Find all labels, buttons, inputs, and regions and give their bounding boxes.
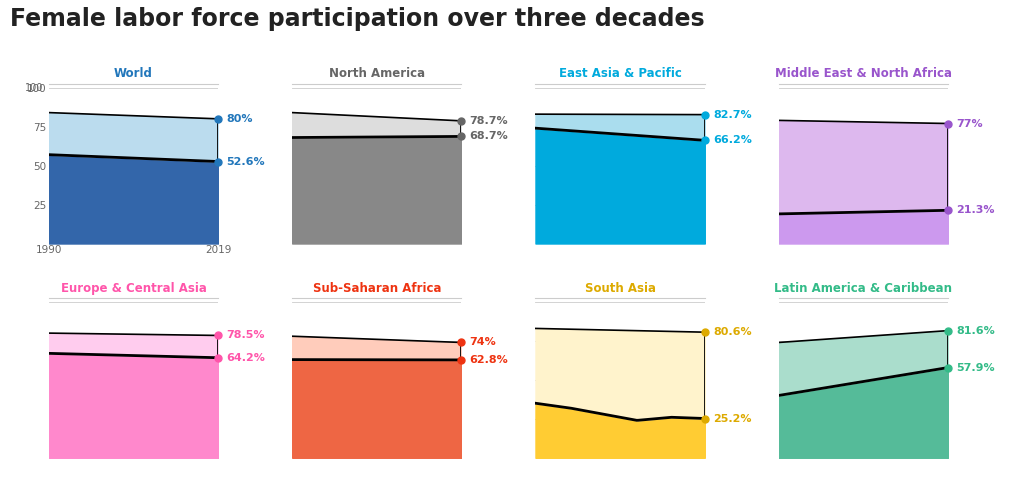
Text: 68.7%: 68.7% (470, 131, 508, 141)
Text: North America: North America (329, 67, 425, 80)
Text: 81.6%: 81.6% (956, 326, 995, 336)
Text: 100: 100 (25, 83, 44, 93)
Text: East Asia & Pacific: East Asia & Pacific (558, 67, 682, 80)
Text: 77%: 77% (956, 118, 983, 129)
Text: Europe & Central Asia: Europe & Central Asia (60, 281, 207, 295)
Text: Latin America & Caribbean: Latin America & Caribbean (774, 281, 953, 295)
Text: 64.2%: 64.2% (226, 353, 265, 363)
Text: 66.2%: 66.2% (713, 135, 752, 145)
Text: 52.6%: 52.6% (226, 156, 265, 167)
Text: Female labor force participation over three decades: Female labor force participation over th… (10, 7, 705, 31)
Text: Middle East & North Africa: Middle East & North Africa (774, 67, 952, 80)
Text: 78.7%: 78.7% (470, 116, 508, 126)
Text: Sub-Saharan Africa: Sub-Saharan Africa (313, 281, 441, 295)
Text: 25.2%: 25.2% (713, 413, 751, 424)
Text: 74%: 74% (470, 337, 496, 347)
Text: South Asia: South Asia (585, 281, 655, 295)
Text: World: World (114, 67, 153, 80)
Text: 21.3%: 21.3% (956, 206, 995, 215)
Text: 80.6%: 80.6% (713, 327, 752, 337)
Text: 82.7%: 82.7% (713, 110, 752, 120)
Text: 78.5%: 78.5% (226, 331, 265, 340)
Text: 62.8%: 62.8% (470, 355, 508, 365)
Text: 80%: 80% (226, 114, 253, 124)
Text: 57.9%: 57.9% (956, 362, 995, 373)
